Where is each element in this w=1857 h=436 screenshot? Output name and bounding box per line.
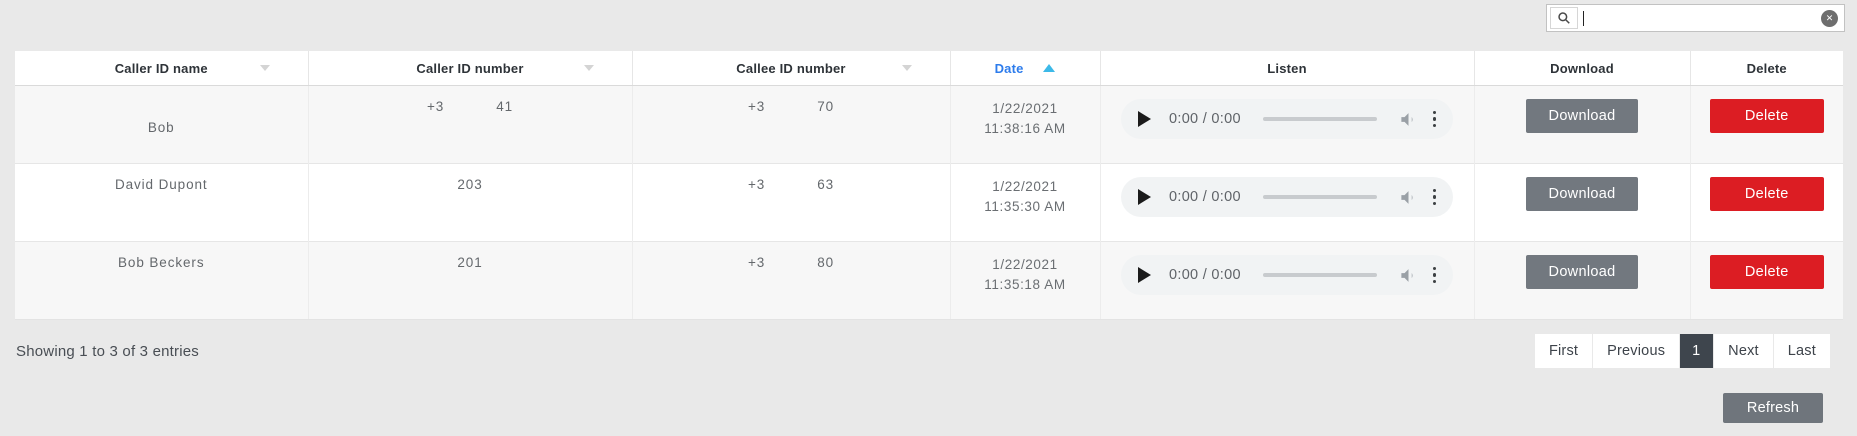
seek-bar[interactable] <box>1262 117 1377 121</box>
player-time: 0:00 / 0:00 <box>1169 267 1241 283</box>
search-icon[interactable] <box>1550 7 1578 29</box>
sort-ascending-icon[interactable] <box>1043 63 1056 72</box>
delete-cell: Delete <box>1690 85 1843 164</box>
player-time: 0:00 / 0:00 <box>1169 189 1241 205</box>
column-header-download: Download <box>1474 51 1691 86</box>
download-button[interactable]: Download <box>1526 99 1638 133</box>
volume-icon[interactable] <box>1399 266 1418 285</box>
play-icon[interactable] <box>1138 189 1151 205</box>
player-menu-icon[interactable] <box>1432 110 1436 128</box>
play-icon[interactable] <box>1138 267 1151 283</box>
filter-icon[interactable] <box>583 65 594 71</box>
player-menu-icon[interactable] <box>1432 266 1436 284</box>
column-header-date[interactable]: Date <box>950 51 1101 86</box>
player-time: 0:00 / 0:00 <box>1169 111 1241 127</box>
player-menu-icon[interactable] <box>1432 188 1436 206</box>
listen-cell: 0:00 / 0:00 <box>1100 241 1475 320</box>
delete-button[interactable]: Delete <box>1709 99 1824 133</box>
date-cell: 1/22/2021 11:35:18 AM <box>950 241 1101 320</box>
caller-name-cell: Bob <box>15 85 309 164</box>
delete-cell: Delete <box>1690 163 1843 242</box>
listen-cell: 0:00 / 0:00 <box>1100 85 1475 164</box>
column-header-caller-id-name[interactable]: Caller ID name <box>15 51 309 86</box>
pagination-page-1-button[interactable]: 1 <box>1680 334 1714 368</box>
refresh-button[interactable]: Refresh <box>1723 393 1823 423</box>
seek-bar[interactable] <box>1262 195 1377 199</box>
column-header-delete: Delete <box>1690 51 1843 86</box>
play-icon[interactable] <box>1138 111 1151 127</box>
audio-player[interactable]: 0:00 / 0:00 <box>1121 99 1453 139</box>
table-row: Bob +3 41 +3 70 1/22/2021 11:38:16 AM <box>15 85 1843 164</box>
table-row: David Dupont 203 +3 63 1/22/2021 11:35:3… <box>15 163 1843 242</box>
listen-cell: 0:00 / 0:00 <box>1100 163 1475 242</box>
date-cell: 1/22/2021 11:35:30 AM <box>950 163 1101 242</box>
audio-player[interactable]: 0:00 / 0:00 <box>1121 177 1453 217</box>
download-cell: Download <box>1474 241 1691 320</box>
table-row: Bob Beckers 201 +3 80 1/22/2021 11:35:18… <box>15 241 1843 320</box>
delete-button[interactable]: Delete <box>1709 255 1824 289</box>
caller-number-cell: 201 <box>308 241 633 320</box>
callee-number-cell: +3 80 <box>632 241 951 320</box>
search-input[interactable] <box>1584 7 1821 29</box>
pagination-next-button[interactable]: Next <box>1714 334 1773 368</box>
pagination: First Previous 1 Next Last <box>1534 334 1830 368</box>
audio-player[interactable]: 0:00 / 0:00 <box>1121 255 1453 295</box>
table-header-row: Caller ID name Caller ID number Callee I… <box>15 51 1843 86</box>
filter-icon[interactable] <box>259 65 270 71</box>
caller-number-cell: +3 41 <box>308 85 633 164</box>
caller-number-cell: 203 <box>308 163 633 242</box>
clear-search-icon[interactable] <box>1821 9 1838 27</box>
pagination-first-button[interactable]: First <box>1534 334 1593 368</box>
delete-cell: Delete <box>1690 241 1843 320</box>
column-header-listen: Listen <box>1100 51 1475 86</box>
date-cell: 1/22/2021 11:38:16 AM <box>950 85 1101 164</box>
download-cell: Download <box>1474 85 1691 164</box>
recordings-table: Caller ID name Caller ID number Callee I… <box>15 51 1843 320</box>
search-box[interactable] <box>1546 4 1845 32</box>
column-header-callee-id-number[interactable]: Callee ID number <box>632 51 951 86</box>
download-cell: Download <box>1474 163 1691 242</box>
column-header-caller-id-number[interactable]: Caller ID number <box>308 51 633 86</box>
callee-number-cell: +3 70 <box>632 85 951 164</box>
filter-icon[interactable] <box>901 65 912 71</box>
caller-name-cell: David Dupont <box>15 163 309 242</box>
volume-icon[interactable] <box>1399 110 1418 129</box>
entries-summary: Showing 1 to 3 of 3 entries <box>16 343 200 360</box>
delete-button[interactable]: Delete <box>1709 177 1824 211</box>
pagination-previous-button[interactable]: Previous <box>1593 334 1680 368</box>
caller-name-cell: Bob Beckers <box>15 241 309 320</box>
download-button[interactable]: Download <box>1526 177 1638 211</box>
text-caret <box>1583 10 1584 26</box>
download-button[interactable]: Download <box>1526 255 1638 289</box>
callee-number-cell: +3 63 <box>632 163 951 242</box>
pagination-last-button[interactable]: Last <box>1773 334 1830 368</box>
seek-bar[interactable] <box>1262 273 1377 277</box>
volume-icon[interactable] <box>1399 188 1418 207</box>
